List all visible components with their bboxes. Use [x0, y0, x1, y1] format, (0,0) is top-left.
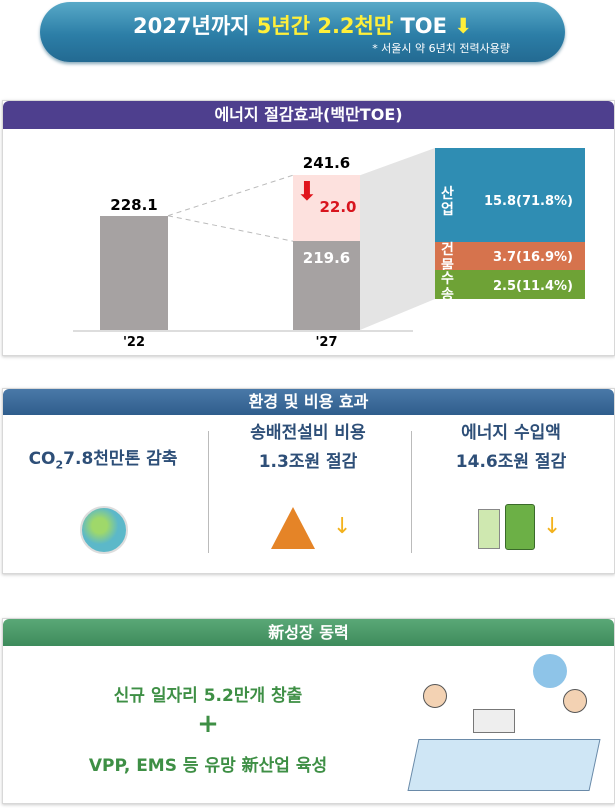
sector-label: 건물: [441, 242, 454, 275]
x-axis: [73, 330, 413, 332]
import-line1: 에너지 수입액: [461, 423, 561, 443]
section-title: 新성장 동력: [3, 619, 614, 646]
co2-subscript: 2: [55, 458, 64, 472]
grid-cost-saving: 송배전설비 비용 1.3조원 절감: [208, 419, 408, 477]
zoom-connector: [167, 148, 435, 330]
environment-cost-section: 환경 및 비용 효과 CO27.8천만톤 감축 송배전설비 비용 1.3조원 절감…: [2, 388, 615, 574]
value-label-2027: 219.6: [302, 249, 351, 268]
divider: [411, 431, 412, 553]
chart-area: 228.1 219.6 241.6 22.0 ⬇ '22 '27 산업 15.8(…: [3, 101, 614, 355]
x-tick-2022: '22: [122, 335, 146, 350]
industry-text: VPP, EMS 등 유망 新산업 육성: [88, 756, 328, 776]
x-tick-2027: '27: [315, 335, 338, 350]
oil-barrel-icon: [505, 504, 535, 550]
banner-title: 2027년까지 5년간 2.2천만 TOE ⬇: [40, 10, 565, 40]
summary-banner: 2027년까지 5년간 2.2천만 TOE ⬇ * 서울시 약 6년치 전력사용…: [40, 2, 565, 62]
breakdown-segment-2: 수송 2.5(11.4%): [435, 270, 585, 303]
earth-icon: [80, 506, 128, 554]
co2-reduction: CO27.8천만톤 감축: [3, 445, 203, 479]
grid-cost-line2: 1.3조원 절감: [258, 452, 358, 472]
down-arrow-icon: ↓: [333, 514, 352, 539]
title-prefix: 2027년까지: [133, 14, 257, 38]
reduction-label: 22.0: [319, 198, 357, 217]
section-title: 에너지 절감효과(백만TOE): [3, 101, 614, 129]
down-arrow-icon: ↓: [543, 514, 562, 539]
sector-value: 3.7(16.9%): [492, 250, 573, 266]
plus-icon: +: [197, 709, 219, 739]
bar-2022: [100, 215, 168, 330]
growth-section: 新성장 동력 신규 일자리 5.2만개 창출 + VPP, EMS 등 유망 新…: [2, 618, 615, 804]
sector-label: 산업: [441, 186, 454, 219]
section-title: 환경 및 비용 효과: [3, 389, 614, 415]
breakdown-segment-1: 건물 3.7(16.9%): [435, 241, 585, 275]
title-suffix: TOE: [393, 14, 448, 38]
total-label: 241.6: [302, 154, 351, 173]
bar-reduction: [293, 175, 360, 242]
breakdown-segment-0: 산업 15.8(71.8%): [435, 148, 585, 242]
co2-value: 7.8천만톤 감축: [63, 449, 178, 469]
banner-note: * 서울시 약 6년치 전력사용량: [372, 42, 510, 55]
import-line2: 14.6조원 절감: [455, 452, 567, 472]
title-highlight: 5년간 2.2천만: [256, 14, 394, 38]
power-tower-icon: [271, 507, 315, 549]
sector-breakdown: 산업 15.8(71.8%) 건물 3.7(16.9%) 수송 2.5(11.4%): [435, 148, 585, 303]
sector-label: 수송: [441, 270, 454, 303]
energy-savings-section: 에너지 절감효과(백만TOE) 228.1 219.6 241.6 22.0 ⬇…: [2, 100, 615, 356]
divider: [208, 431, 209, 553]
bar-2027: [293, 241, 360, 330]
fuel-pump-icon: [478, 509, 500, 549]
researchers-illustration: [403, 649, 603, 799]
import-saving: 에너지 수입액 14.6조원 절감: [411, 419, 611, 477]
down-arrow-icon: ⬇: [296, 177, 318, 208]
grid-cost-line1: 송배전설비 비용: [250, 423, 366, 443]
sector-value: 15.8(71.8%): [483, 194, 573, 210]
down-arrow-icon: ⬇: [454, 14, 472, 38]
co2-text: CO: [28, 449, 56, 469]
sector-value: 2.5(11.4%): [492, 278, 573, 294]
jobs-text: 신규 일자리 5.2만개 창출: [113, 686, 303, 706]
value-label-2022: 228.1: [110, 195, 158, 214]
